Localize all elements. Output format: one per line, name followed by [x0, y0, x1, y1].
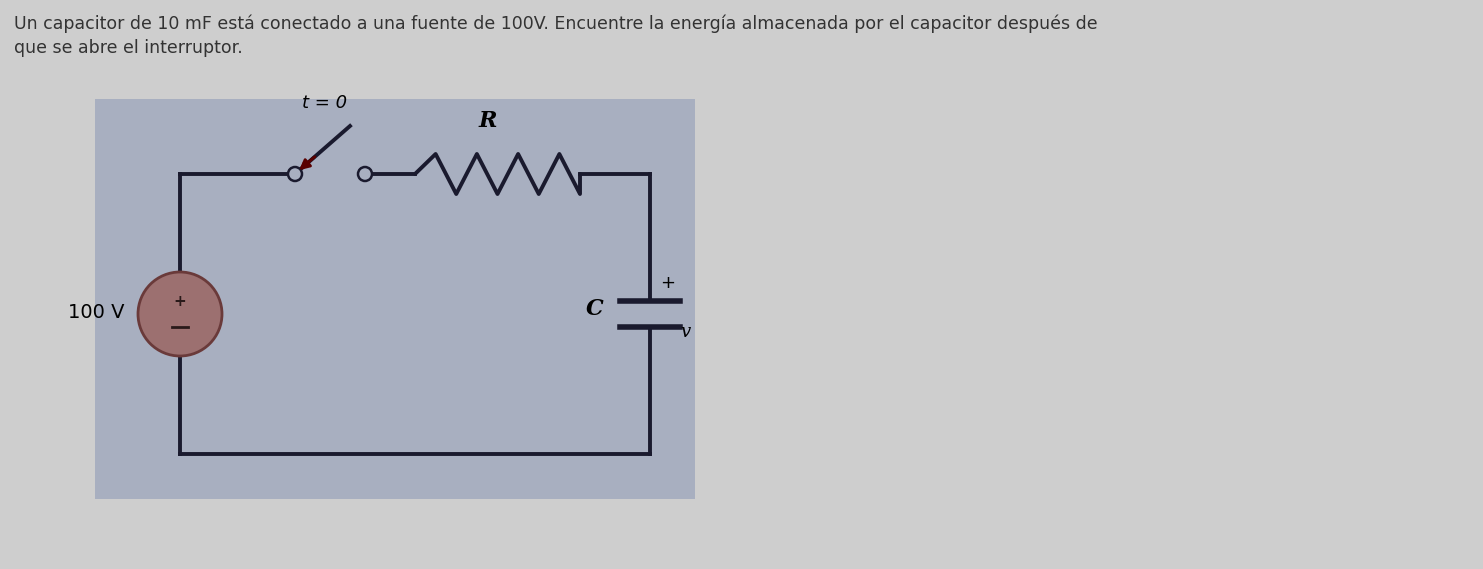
Text: 100 V: 100 V — [68, 303, 125, 321]
Circle shape — [138, 272, 222, 356]
Text: Un capacitor de 10 mF está conectado a una fuente de 100V. Encuentre la energía : Un capacitor de 10 mF está conectado a u… — [13, 14, 1097, 32]
Text: que se abre el interruptor.: que se abre el interruptor. — [13, 39, 243, 57]
Text: C: C — [586, 298, 604, 320]
Circle shape — [288, 167, 303, 181]
Text: R: R — [478, 110, 497, 132]
Circle shape — [357, 167, 372, 181]
Bar — [95, 99, 696, 499]
Text: t = 0: t = 0 — [303, 94, 347, 112]
Text: +: + — [174, 294, 187, 308]
Text: +: + — [660, 274, 675, 292]
Text: v: v — [679, 323, 690, 341]
